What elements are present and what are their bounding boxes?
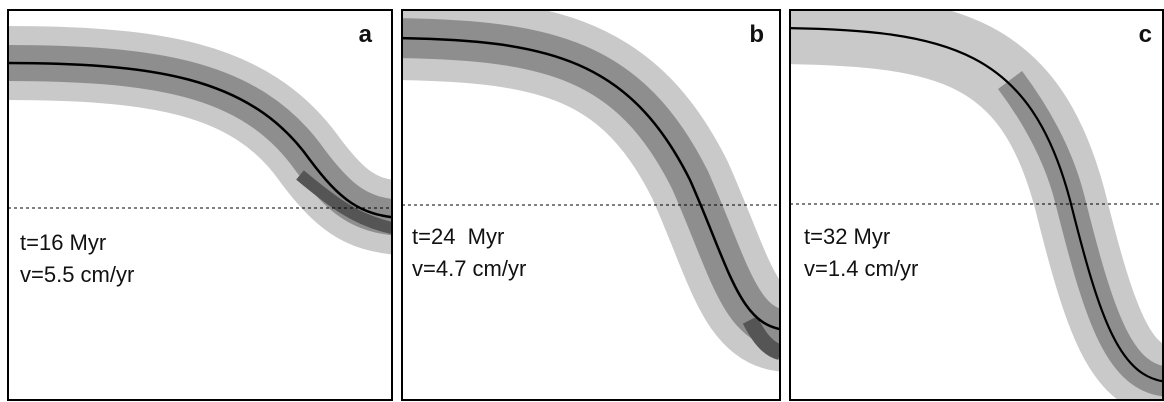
slab-centerline: [8, 61, 392, 219]
panel-b: [402, 10, 780, 372]
velocity-label: v=4.7 cm/yr: [412, 256, 526, 281]
slab-centerline: [402, 36, 780, 331]
velocity-label: v=1.4 cm/yr: [804, 256, 918, 281]
panel-label: a: [359, 21, 373, 48]
slab-dense: [742, 316, 780, 360]
panel-frame: [401, 9, 781, 401]
time-label: t=32 Myr: [804, 224, 890, 249]
slab-centerline: [790, 27, 1164, 383]
panel-c: [790, 10, 1164, 400]
time-label: t=16 Myr: [20, 230, 106, 255]
velocity-label: v=5.5 cm/yr: [20, 262, 134, 287]
time-label: t=24 Myr: [412, 224, 504, 249]
panel-frame: [789, 9, 1164, 401]
slab-dense: [296, 170, 392, 234]
panel-a: [8, 26, 392, 255]
panel-frame: [7, 9, 393, 401]
panel-label: b: [749, 21, 764, 48]
panel-label: c: [1139, 21, 1152, 48]
